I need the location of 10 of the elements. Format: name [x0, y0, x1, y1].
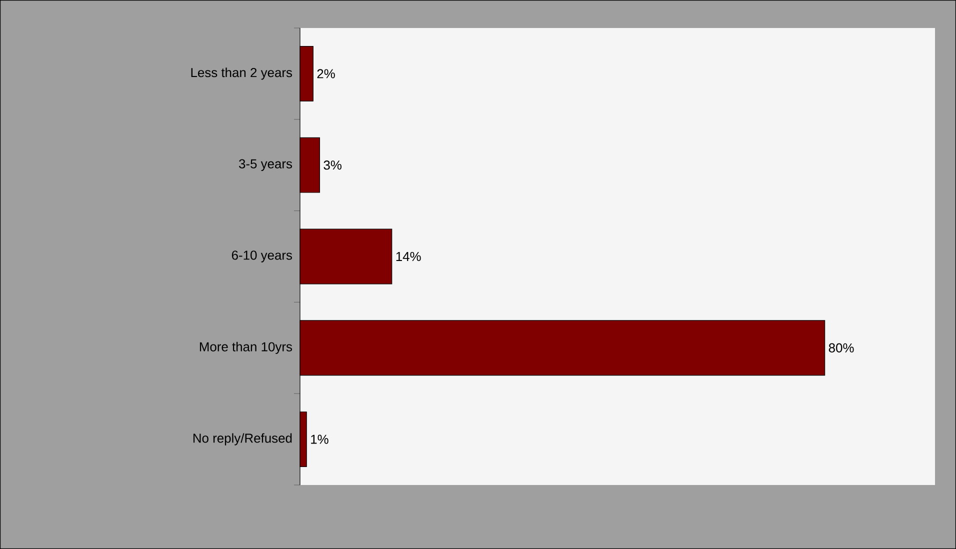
- data-label: 3%: [324, 160, 342, 170]
- y-tick-label: 6-10 years: [232, 250, 292, 262]
- y-tick-label: 3-5 years: [239, 159, 292, 171]
- y-tick-label: No reply/Refused: [193, 433, 292, 446]
- y-tick-label: More than 10yrs: [200, 342, 292, 354]
- y-tick-label: Less than 2 years: [191, 68, 292, 80]
- data-label: 1%: [311, 434, 328, 444]
- data-label: 14%: [396, 252, 421, 262]
- data-label: 2%: [317, 69, 335, 78]
- data-label: 80%: [828, 343, 854, 352]
